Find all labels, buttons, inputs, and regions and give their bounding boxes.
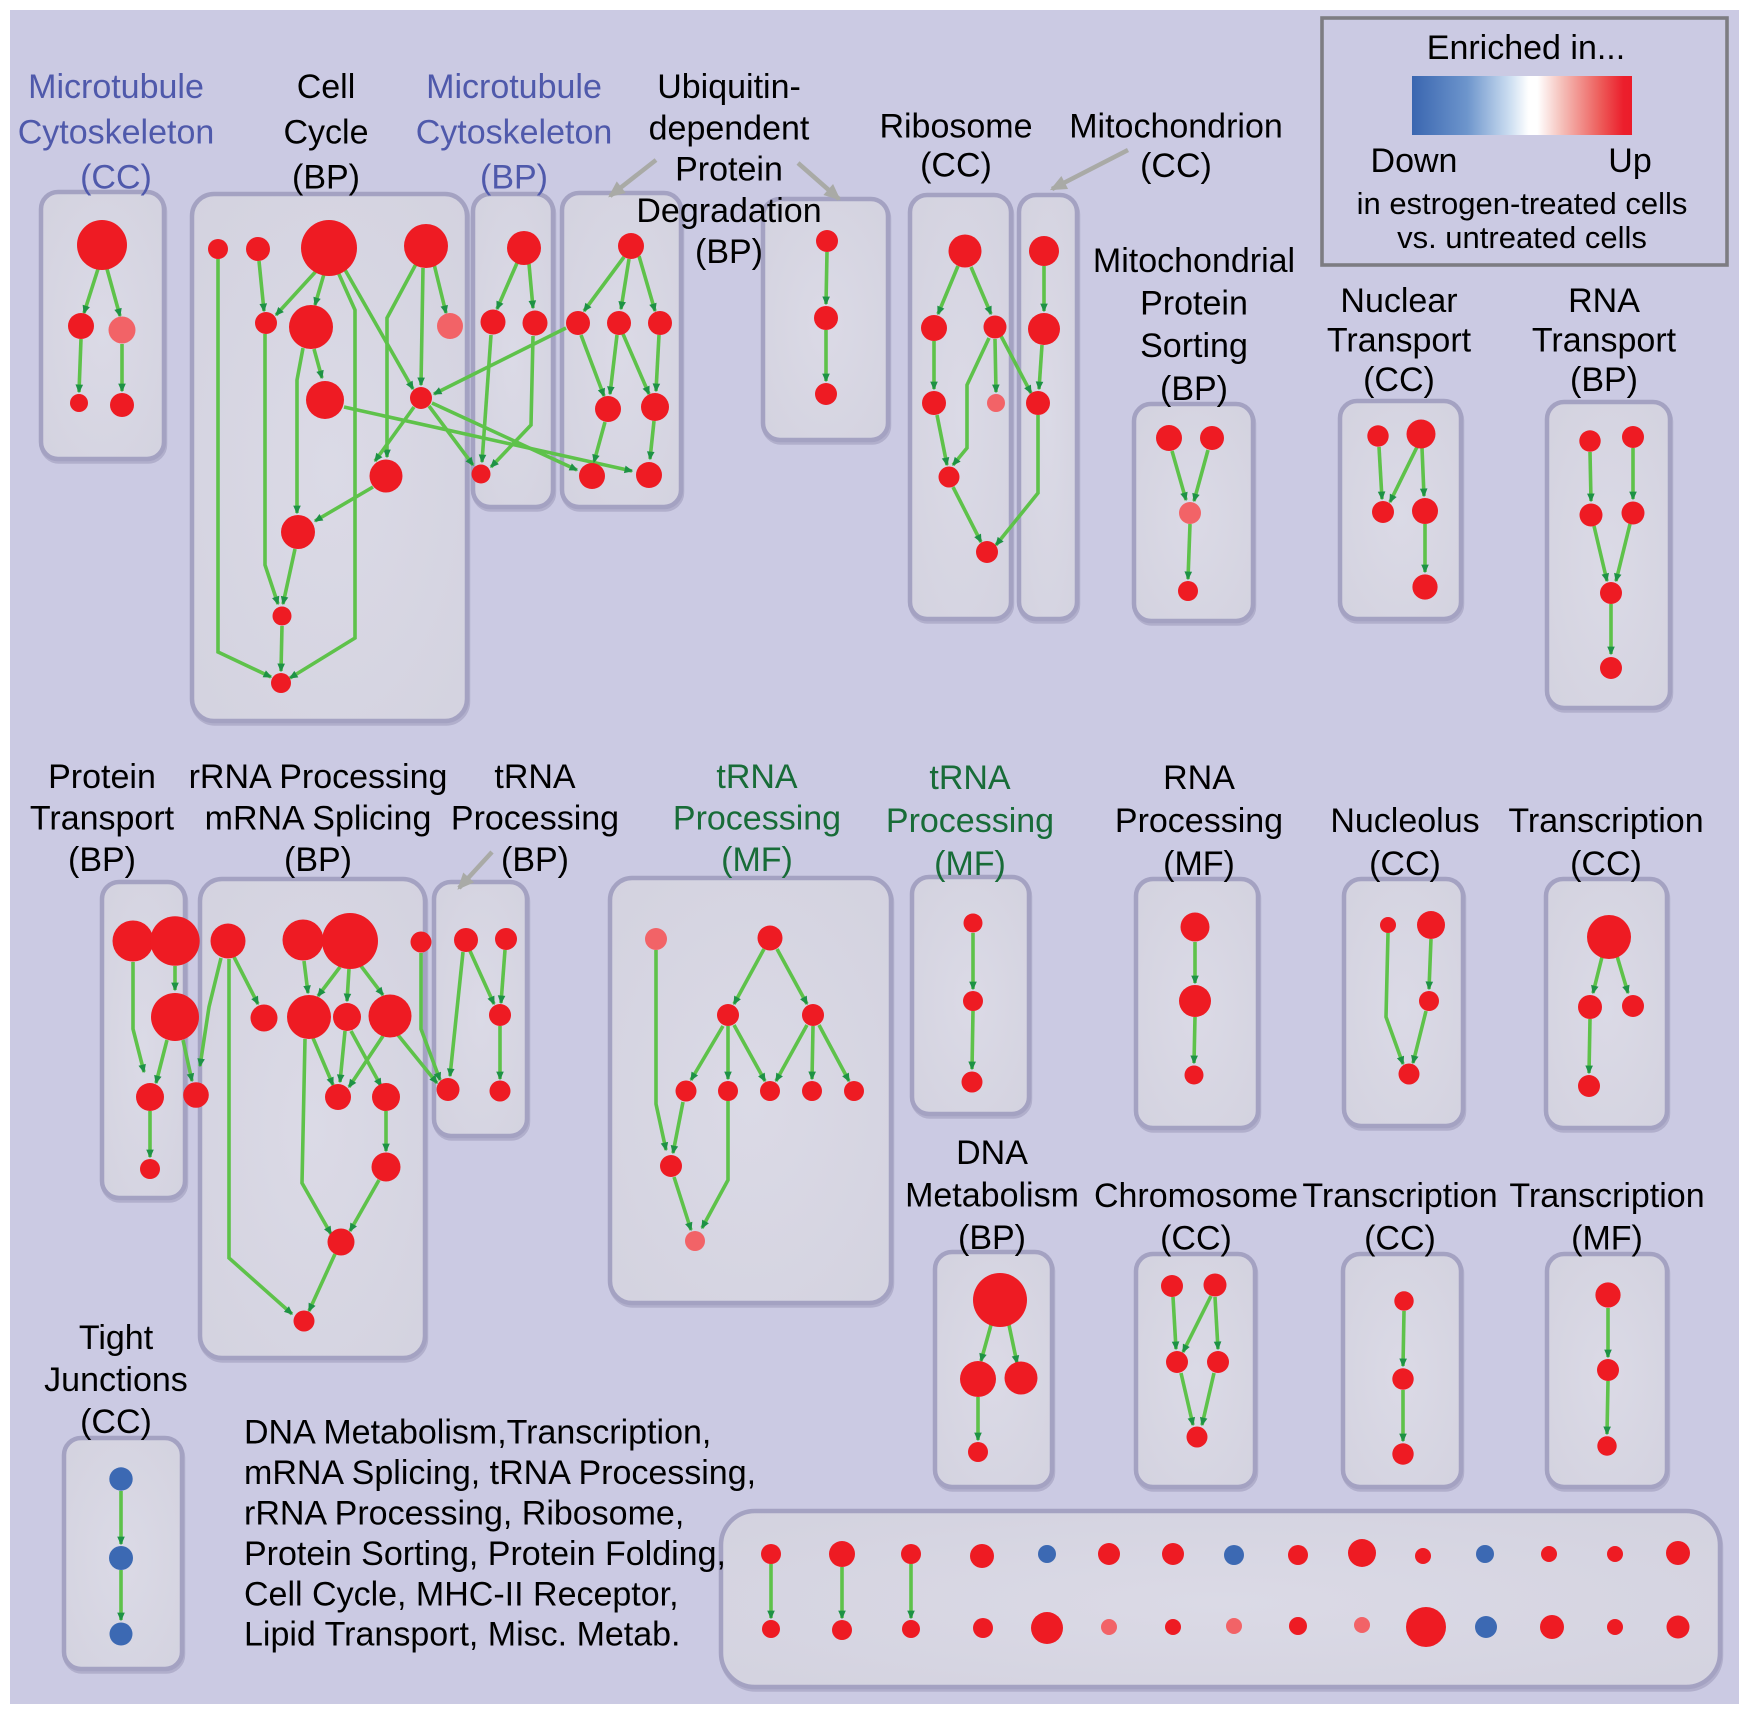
svg-text:Chromosome: Chromosome xyxy=(1094,1177,1298,1215)
svg-text:Transcription: Transcription xyxy=(1508,802,1703,840)
svg-text:(CC): (CC) xyxy=(1160,1220,1232,1258)
svg-text:Mitochondrion: Mitochondrion xyxy=(1069,108,1283,146)
svg-text:Metabolism: Metabolism xyxy=(905,1177,1079,1215)
svg-text:Lipid Transport, Misc. Metab.: Lipid Transport, Misc. Metab. xyxy=(244,1616,681,1654)
svg-text:(BP): (BP) xyxy=(292,159,360,197)
svg-text:(BP): (BP) xyxy=(1570,361,1638,399)
svg-text:Cycle: Cycle xyxy=(283,113,368,151)
svg-text:Protein Sorting, Protein Foldi: Protein Sorting, Protein Folding, xyxy=(244,1535,726,1573)
svg-text:in estrogen-treated cells: in estrogen-treated cells xyxy=(1357,186,1688,221)
svg-text:Cell: Cell xyxy=(297,68,356,106)
svg-text:(BP): (BP) xyxy=(480,159,548,197)
svg-text:Microtubule: Microtubule xyxy=(426,68,602,106)
svg-text:Enriched in...: Enriched in... xyxy=(1427,29,1625,67)
svg-text:Nuclear: Nuclear xyxy=(1340,282,1457,320)
svg-text:Protein: Protein xyxy=(48,758,156,796)
svg-text:tRNA: tRNA xyxy=(494,758,576,796)
svg-text:Cell Cycle, MHC-II Receptor,: Cell Cycle, MHC-II Receptor, xyxy=(244,1575,679,1613)
svg-text:Transport: Transport xyxy=(1532,322,1677,360)
svg-text:(CC): (CC) xyxy=(920,147,992,185)
svg-text:Processing: Processing xyxy=(673,800,841,838)
svg-text:vs. untreated cells: vs. untreated cells xyxy=(1397,220,1647,255)
svg-text:(CC): (CC) xyxy=(1369,845,1441,883)
svg-text:DNA: DNA xyxy=(956,1134,1028,1172)
svg-text:(MF): (MF) xyxy=(1163,845,1235,883)
svg-text:rRNA Processing, Ribosome,: rRNA Processing, Ribosome, xyxy=(244,1494,684,1532)
svg-text:DNA Metabolism,Transcription,: DNA Metabolism,Transcription, xyxy=(244,1414,711,1452)
svg-text:Cytoskeleton: Cytoskeleton xyxy=(416,113,613,151)
svg-text:(CC): (CC) xyxy=(1363,361,1435,399)
svg-text:(MF): (MF) xyxy=(934,845,1006,883)
svg-text:Mitochondrial: Mitochondrial xyxy=(1093,242,1295,280)
svg-text:(CC): (CC) xyxy=(1570,845,1642,883)
svg-text:mRNA Splicing: mRNA Splicing xyxy=(205,800,432,838)
svg-text:Processing: Processing xyxy=(886,802,1054,840)
svg-text:Tight: Tight xyxy=(79,1319,154,1357)
svg-text:(CC): (CC) xyxy=(80,159,152,197)
svg-text:RNA: RNA xyxy=(1163,759,1235,797)
svg-text:Nucleolus: Nucleolus xyxy=(1330,802,1479,840)
svg-text:mRNA Splicing, tRNA Processing: mRNA Splicing, tRNA Processing, xyxy=(244,1454,756,1492)
svg-text:(BP): (BP) xyxy=(958,1219,1026,1257)
svg-text:(CC): (CC) xyxy=(80,1403,152,1441)
svg-text:Junctions: Junctions xyxy=(44,1361,188,1399)
svg-text:Ubiquitin-: Ubiquitin- xyxy=(657,68,801,106)
svg-text:Microtubule: Microtubule xyxy=(28,68,204,106)
svg-text:tRNA: tRNA xyxy=(716,758,798,796)
svg-text:Protein: Protein xyxy=(1140,285,1248,323)
svg-text:Sorting: Sorting xyxy=(1140,327,1248,365)
svg-text:(MF): (MF) xyxy=(1571,1220,1643,1258)
svg-text:(CC): (CC) xyxy=(1140,147,1212,185)
svg-text:(BP): (BP) xyxy=(1160,370,1228,408)
svg-text:Processing: Processing xyxy=(1115,802,1283,840)
svg-text:Transport: Transport xyxy=(1327,322,1472,360)
svg-text:rRNA Processing: rRNA Processing xyxy=(189,758,448,796)
svg-text:Down: Down xyxy=(1371,142,1458,180)
svg-text:Up: Up xyxy=(1608,142,1651,180)
svg-text:Cytoskeleton: Cytoskeleton xyxy=(18,113,215,151)
svg-text:Transport: Transport xyxy=(30,800,175,838)
svg-text:tRNA: tRNA xyxy=(929,759,1011,797)
svg-text:Transcription: Transcription xyxy=(1302,1177,1497,1215)
svg-text:(CC): (CC) xyxy=(1364,1220,1436,1258)
svg-text:(BP): (BP) xyxy=(501,841,569,879)
svg-text:(BP): (BP) xyxy=(68,841,136,879)
svg-text:Processing: Processing xyxy=(451,800,619,838)
svg-text:(MF): (MF) xyxy=(721,841,793,879)
svg-text:dependent: dependent xyxy=(649,109,810,147)
svg-text:Ribosome: Ribosome xyxy=(879,108,1032,146)
svg-text:Transcription: Transcription xyxy=(1509,1177,1704,1215)
svg-text:Degradation: Degradation xyxy=(636,192,821,230)
svg-text:(BP): (BP) xyxy=(284,841,352,879)
svg-text:Protein: Protein xyxy=(675,151,783,189)
svg-text:RNA: RNA xyxy=(1568,282,1640,320)
svg-text:(BP): (BP) xyxy=(695,233,763,271)
